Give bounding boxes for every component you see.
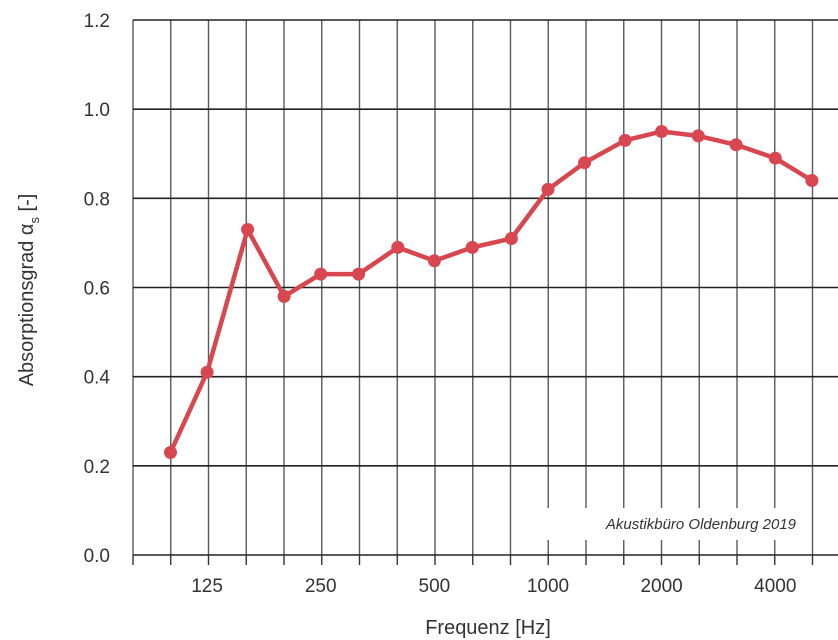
annotation-background bbox=[530, 508, 800, 540]
data-point bbox=[391, 240, 405, 254]
x-tick-label: 4000 bbox=[754, 576, 796, 597]
data-point bbox=[314, 267, 328, 281]
data-point bbox=[541, 182, 555, 196]
y-tick-labels: 0.0 0.2 0.4 0.6 0.8 1.0 1.2 bbox=[84, 11, 111, 567]
grid bbox=[132, 19, 838, 565]
data-point bbox=[691, 129, 705, 143]
data-point bbox=[655, 125, 669, 138]
data-point bbox=[768, 151, 782, 165]
y-axis-title-main: Absorptionsgrad α bbox=[16, 224, 38, 387]
data-point bbox=[241, 223, 255, 236]
y-tick-label: 0.4 bbox=[84, 368, 111, 389]
data-point bbox=[618, 133, 632, 147]
y-axis-title: Absorptionsgrad αs [-] bbox=[16, 194, 42, 387]
y-tick-label: 1.0 bbox=[84, 100, 110, 121]
series-line bbox=[168, 129, 815, 455]
y-axis-title-suffix: [-] bbox=[16, 194, 38, 217]
x-tick-label: 500 bbox=[419, 576, 451, 597]
y-tick-label: 0.2 bbox=[84, 457, 110, 478]
x-tick-label: 250 bbox=[305, 576, 337, 597]
data-point bbox=[352, 267, 366, 281]
y-tick-label: 0.6 bbox=[84, 279, 110, 300]
series-absorption bbox=[164, 125, 819, 459]
data-point bbox=[729, 138, 743, 152]
annotation-text: Akustikbüro Oldenburg 2019 bbox=[605, 516, 797, 533]
x-tick-labels: 125 250 500 1000 2000 4000 bbox=[191, 576, 796, 597]
data-point bbox=[164, 446, 177, 459]
data-point bbox=[277, 289, 291, 303]
x-axis-title: Frequenz [Hz] bbox=[425, 617, 551, 639]
data-point bbox=[200, 365, 214, 379]
y-tick-label: 1.2 bbox=[84, 11, 110, 32]
data-point bbox=[427, 254, 441, 268]
data-point bbox=[578, 156, 592, 170]
x-tick-label: 125 bbox=[191, 576, 223, 597]
data-point bbox=[805, 174, 819, 187]
data-point bbox=[504, 232, 518, 245]
x-tick-label: 2000 bbox=[640, 576, 682, 597]
x-tick-label: 1000 bbox=[527, 576, 569, 597]
y-tick-label: 0.0 bbox=[84, 546, 110, 567]
y-tick-label: 0.8 bbox=[84, 189, 110, 210]
y-axis-title-subscript: s bbox=[27, 217, 42, 224]
data-point bbox=[465, 240, 479, 254]
